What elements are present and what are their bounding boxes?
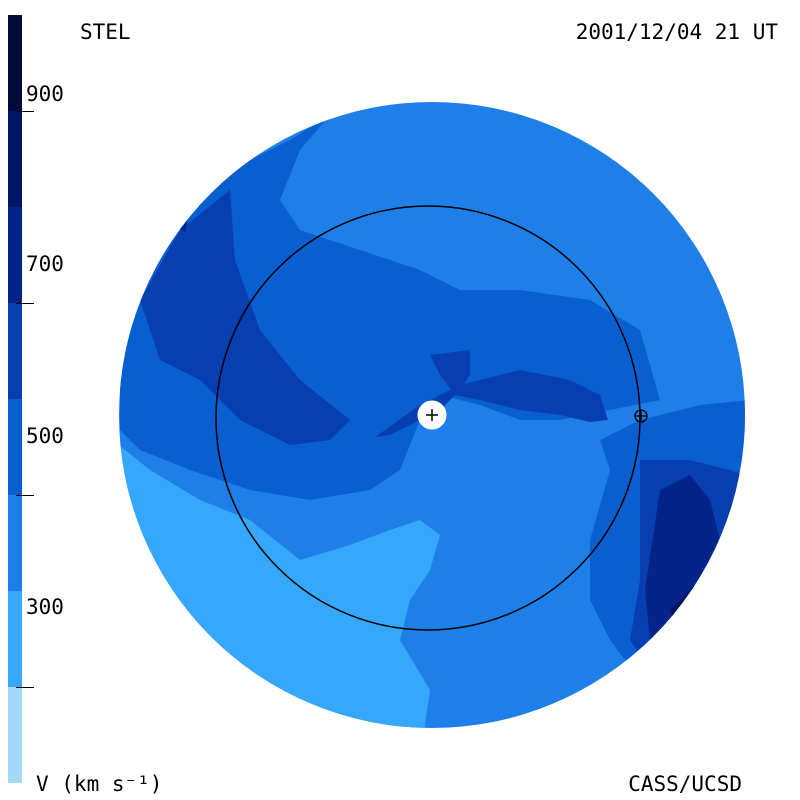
colorbar-tick-mark [16, 111, 34, 112]
colorbar-tick-300: 300 [26, 595, 64, 619]
colorbar-tick-mark [16, 495, 34, 496]
colorbar-tick-mark [16, 687, 34, 688]
region-fast-wind-center [375, 350, 608, 437]
colorbar-segment [8, 111, 22, 207]
credit-label: CASS/UCSD [628, 772, 742, 796]
units-label: V (km s⁻¹) [36, 772, 163, 796]
colorbar-segment [8, 687, 22, 783]
colorbar-segment [8, 591, 22, 687]
colorbar-segment [8, 207, 22, 303]
source-label: STEL [80, 20, 131, 44]
colorbar-tick-700: 700 [26, 252, 64, 276]
region-fast-wind-left [140, 190, 350, 445]
earth-orbit-circle [215, 205, 641, 631]
timestamp-label: 2001/12/04 21 UT [575, 20, 778, 44]
colorbar-tick-500: 500 [26, 424, 64, 448]
colorbar-segment [8, 15, 22, 111]
velocity-colorbar [8, 15, 34, 783]
colorbar-segment [8, 495, 22, 591]
colorbar-tick-900: 900 [26, 82, 64, 106]
colorbar-tick-mark [16, 303, 34, 304]
region-fastest-wind [645, 475, 730, 640]
colorbar-segment [8, 399, 22, 495]
colorbar-segment [8, 303, 22, 399]
